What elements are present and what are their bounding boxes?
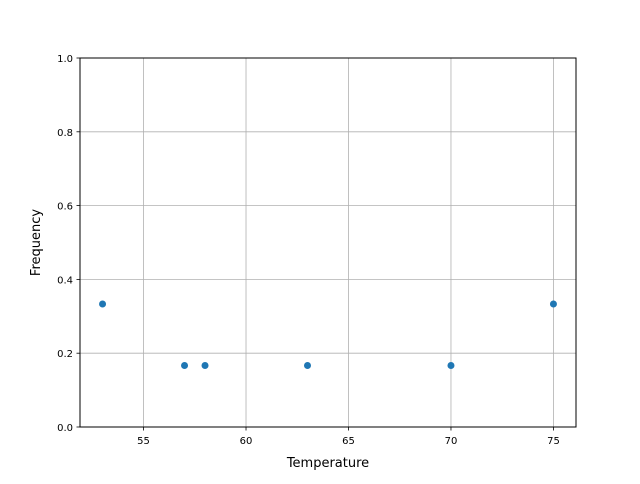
y-tick-label: 1.0 [57, 54, 73, 65]
x-tick-label: 65 [342, 436, 355, 447]
y-axis-ticks: 0.0 0.2 0.4 0.6 0.8 1.0 [57, 54, 80, 434]
data-point [549, 300, 557, 308]
data-point [201, 361, 209, 369]
x-tick-label: 75 [547, 436, 560, 447]
x-axis-label: Temperature [286, 456, 369, 471]
x-axis-ticks: 55 60 65 70 75 [137, 427, 560, 447]
data-point [181, 361, 189, 369]
data-point [447, 361, 455, 369]
plot-frame [79, 57, 577, 428]
y-tick-label: 0.4 [57, 275, 73, 286]
x-tick-label: 55 [137, 436, 150, 447]
grid [80, 57, 576, 428]
y-tick-label: 0.6 [57, 202, 73, 213]
y-tick-label: 0.8 [57, 128, 73, 139]
data-point [304, 361, 312, 369]
y-tick-label: 0.2 [57, 349, 73, 360]
y-tick-label: 0.0 [57, 423, 73, 434]
x-tick-label: 60 [240, 436, 253, 447]
data-points [99, 300, 557, 369]
x-tick-label: 70 [445, 436, 458, 447]
y-axis-label: Frequency [29, 209, 44, 276]
data-point [99, 300, 107, 308]
